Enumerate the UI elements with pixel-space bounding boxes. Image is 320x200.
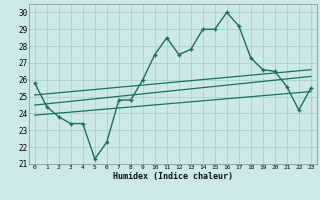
X-axis label: Humidex (Indice chaleur): Humidex (Indice chaleur)	[113, 172, 233, 181]
